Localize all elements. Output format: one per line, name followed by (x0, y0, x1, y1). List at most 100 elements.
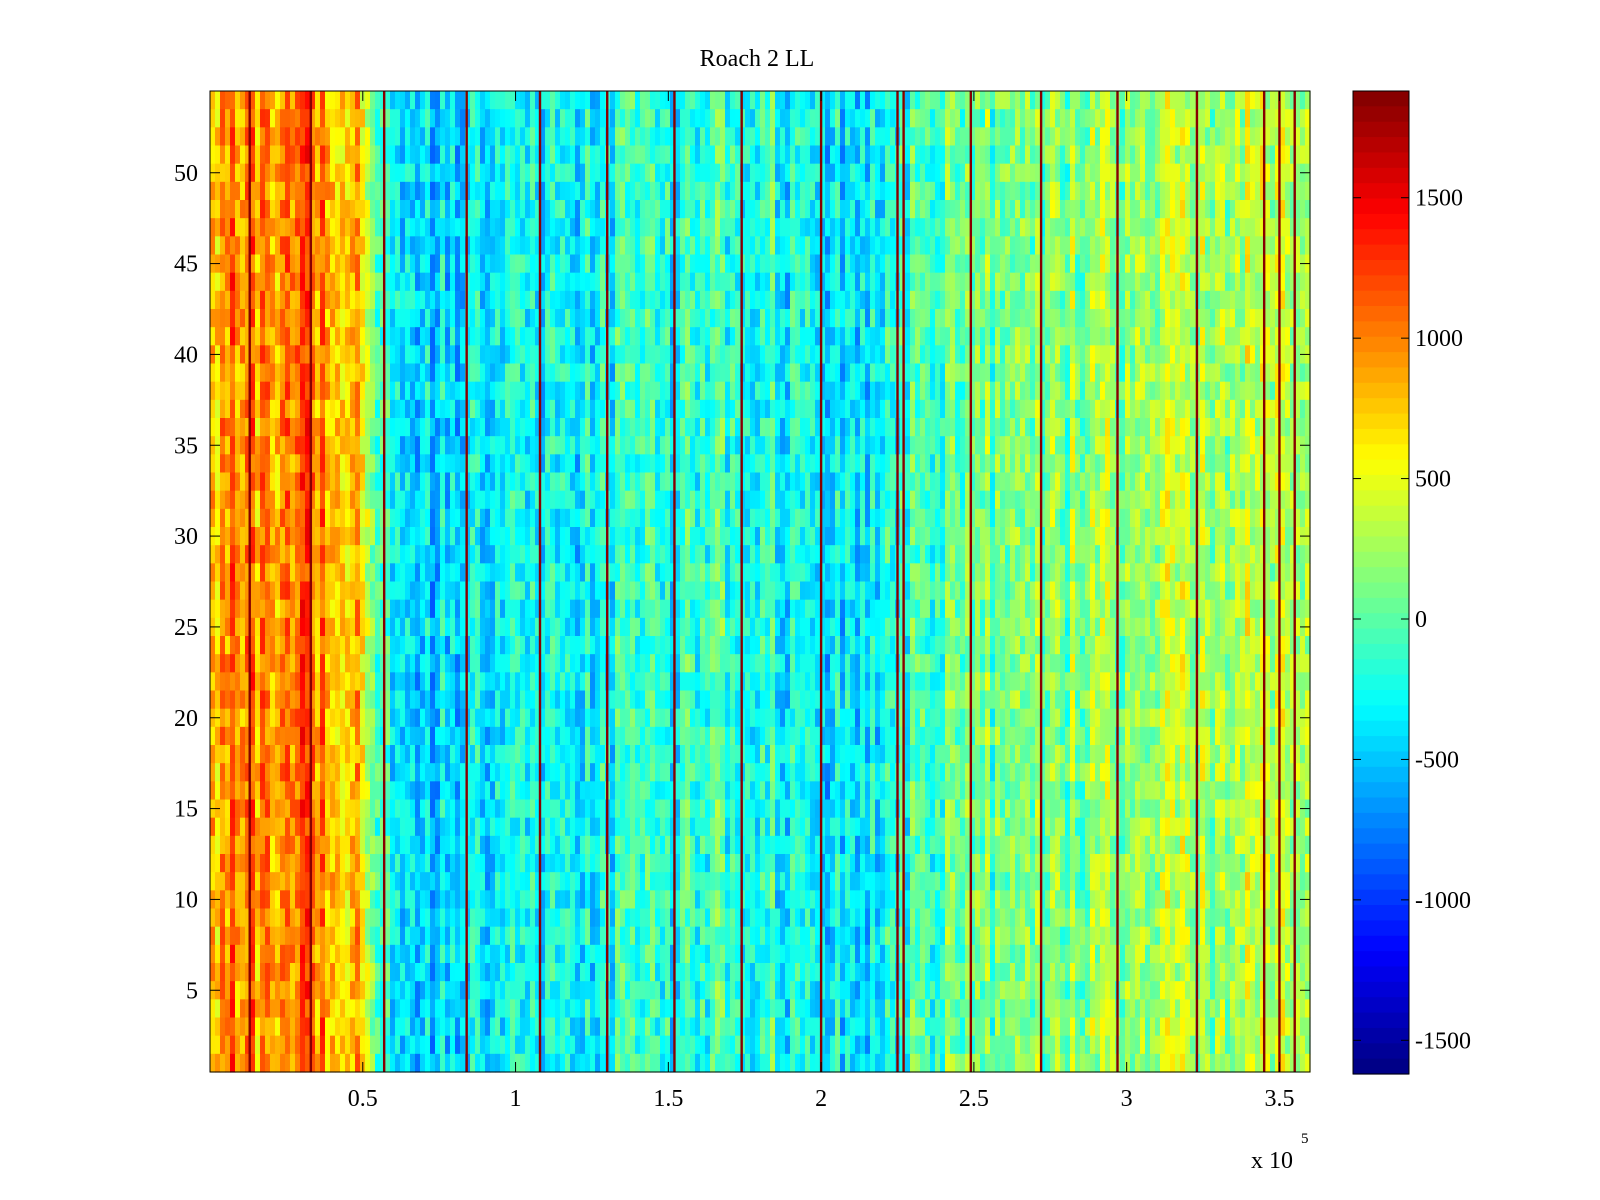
heatmap-cell (505, 254, 511, 274)
heatmap-cell (455, 181, 461, 201)
heatmap-cell (320, 672, 326, 692)
heatmap-cell (285, 944, 291, 964)
heatmap-cell (525, 91, 531, 110)
heatmap-cell (650, 817, 656, 837)
heatmap-cell (650, 363, 656, 383)
heatmap-cell (325, 381, 331, 401)
heatmap-cell (585, 654, 591, 673)
heatmap-cell (590, 981, 596, 1000)
heatmap-cell (355, 581, 361, 601)
heatmap-cell (590, 454, 596, 474)
heatmap-cell (625, 290, 631, 310)
heatmap-cell (225, 835, 231, 855)
heatmap-cell (285, 218, 291, 237)
heatmap-cell (535, 654, 541, 673)
heatmap-cell (400, 254, 406, 274)
heatmap-cell (230, 1053, 236, 1073)
heatmap-cell (555, 309, 561, 328)
heatmap-cell (655, 109, 661, 128)
heatmap-cell (600, 454, 606, 474)
heatmap-cell (400, 654, 406, 673)
heatmap-cell (530, 145, 536, 165)
heatmap-cell (325, 145, 331, 165)
heatmap-cell (265, 236, 271, 256)
heatmap-cell (515, 599, 521, 619)
heatmap-cell (255, 309, 261, 328)
heatmap-cell (670, 91, 676, 110)
heatmap-cell (645, 654, 651, 673)
heatmap-cell (375, 327, 381, 346)
heatmap-cell (350, 163, 356, 183)
heatmap-cell (375, 599, 381, 619)
heatmap-cell (445, 181, 451, 201)
heatmap-cell (440, 490, 446, 510)
heatmap-cell (650, 890, 656, 910)
heatmap-cell (315, 926, 321, 946)
heatmap-cell (285, 436, 291, 455)
heatmap-cell (305, 599, 311, 619)
heatmap-cell (225, 127, 231, 147)
heatmap-cell (445, 490, 451, 510)
heatmap-cell (560, 254, 566, 274)
heatmap-cell (320, 708, 326, 728)
heatmap-cell (375, 272, 381, 292)
heatmap-cell (315, 690, 321, 710)
heatmap-cell (615, 654, 621, 673)
heatmap-cell (355, 399, 361, 419)
heatmap-cell (640, 399, 646, 419)
heatmap-cell (315, 672, 321, 692)
heatmap-cell (550, 345, 556, 365)
heatmap-cell (275, 944, 281, 964)
heatmap-cell (470, 926, 476, 946)
heatmap-cell (555, 872, 561, 891)
heatmap-cell (235, 345, 241, 365)
heatmap-cell (405, 272, 411, 292)
heatmap-cell (645, 999, 651, 1019)
heatmap-cell (430, 418, 436, 437)
heatmap-cell (665, 599, 671, 619)
heatmap-cell (350, 109, 356, 128)
heatmap-cell (400, 472, 406, 492)
heatmap-cell (655, 854, 661, 873)
heatmap-cell (380, 91, 386, 110)
heatmap-cell (475, 508, 481, 528)
heatmap-cell (540, 472, 546, 492)
heatmap-cell (235, 908, 241, 928)
heatmap-cell (275, 381, 281, 401)
heatmap-cell (535, 472, 541, 492)
heatmap-cell (585, 545, 591, 564)
heatmap-cell (420, 654, 426, 673)
heatmap-cell (270, 672, 276, 692)
heatmap-cell (660, 854, 666, 873)
heatmap-cell (310, 163, 316, 183)
heatmap-cell (280, 181, 286, 201)
heatmap-cell (650, 781, 656, 801)
heatmap-cell (215, 363, 221, 383)
heatmap-cell (670, 236, 676, 256)
heatmap-cell (485, 327, 491, 346)
heatmap-cell (595, 527, 601, 546)
heatmap-cell (325, 1035, 331, 1055)
heatmap-cell (250, 835, 256, 855)
heatmap-cell (430, 290, 436, 310)
heatmap-cell (235, 926, 241, 946)
heatmap-cell (365, 381, 371, 401)
heatmap-cell (440, 1017, 446, 1037)
heatmap-cell (645, 817, 651, 837)
heatmap-cell (300, 527, 306, 546)
heatmap-cell (430, 508, 436, 528)
heatmap-cell (395, 854, 401, 873)
heatmap-cell (290, 745, 296, 764)
heatmap-cell (265, 399, 271, 419)
heatmap-cell (450, 545, 456, 564)
heatmap-cell (520, 708, 526, 728)
heatmap-cell (350, 472, 356, 492)
heatmap-cell (645, 636, 651, 655)
heatmap-cell (550, 1035, 556, 1055)
heatmap-cell (600, 617, 606, 637)
heatmap-cell (575, 345, 581, 365)
heatmap-cell (630, 781, 636, 801)
heatmap-cell (290, 944, 296, 964)
heatmap-cell (315, 236, 321, 256)
heatmap-cell (225, 636, 231, 655)
